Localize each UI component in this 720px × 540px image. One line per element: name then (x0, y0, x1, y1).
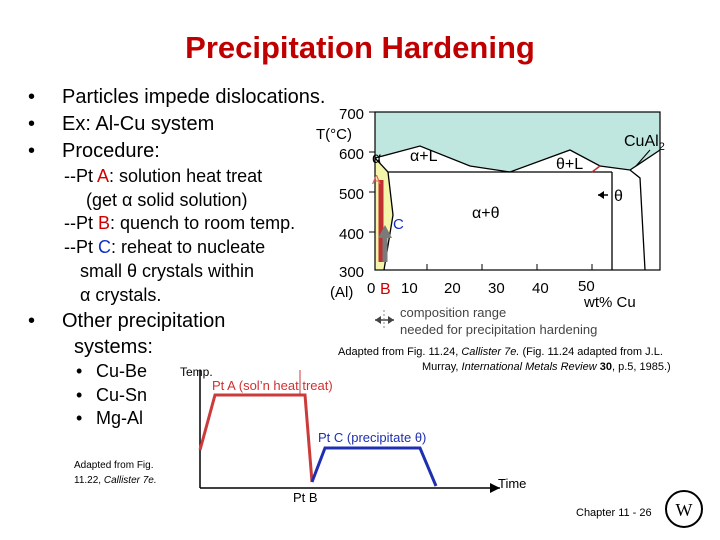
x-tick-label-0: 0 (367, 280, 376, 297)
heat-plot-pt-c-label: Pt C (precipitate θ) (318, 430, 427, 445)
composition-range-label-2: needed for precipitation hardening (400, 322, 598, 337)
range-arrowhead-right (388, 316, 394, 324)
x-tick-label-10: 10 (401, 280, 418, 297)
bullet-dot: • (28, 86, 36, 108)
region-alpha-liquid-label: α+L (410, 148, 438, 165)
step-a: --Pt A: solution heat treat (64, 166, 263, 186)
slide-footer: Chapter 11 - 26 (576, 507, 652, 519)
heat-plot-y-label: Temp. (180, 365, 213, 379)
bullet-procedure: Procedure: (62, 140, 160, 162)
x-axis-title: wt% Cu (584, 294, 636, 311)
figure-credit-left: Adapted from Fig. (74, 460, 154, 471)
x-origin-label: (Al) (330, 284, 354, 301)
y-tick-label-300: 300 (339, 264, 365, 281)
heat-plot-solution-curve (198, 393, 314, 483)
bullet-other-systems: Other precipitation (62, 310, 226, 332)
bullet-other-systems-2: systems: (74, 336, 153, 358)
region-theta-label: θ (614, 188, 623, 205)
figure-credit-left-2: 11.22, Callister 7e. (74, 475, 157, 486)
system-list-dot: • (76, 361, 83, 381)
heat-plot-x-label: Time (498, 476, 527, 491)
x-tick-label-20: 20 (444, 280, 461, 297)
heat-plot-pt-b-label: Pt B (293, 490, 318, 505)
step-a-point: A (97, 166, 110, 186)
x-tick-label-40: 40 (532, 280, 549, 297)
cual2-pointer (635, 149, 651, 167)
bullet-particles: Particles impede dislocations. (62, 86, 326, 108)
x-tick-label-30: 30 (488, 280, 505, 297)
step-a-detail: (get α solid solution) (86, 190, 248, 210)
slide-title: Precipitation Hardening (185, 30, 535, 65)
liquidus-line (374, 145, 661, 173)
heat-plot-precipitate-curve (310, 446, 438, 487)
bullet-example: Ex: Al-Cu system (62, 113, 215, 135)
y-tick-label-600: 600 (339, 146, 365, 163)
composition-range-label: composition range (400, 305, 507, 320)
point-c-label: C (393, 216, 404, 233)
theta-pointer-left-head (598, 191, 604, 199)
y-tick-label-400: 400 (339, 226, 365, 243)
step-c: --Pt C: reheat to nucleate (64, 237, 266, 257)
figure-credit-right: Adapted from Fig. 11.24, Callister 7e. (… (338, 346, 663, 358)
x-tick-label-50: 50 (578, 278, 595, 295)
compound-label: CuAl2 (624, 133, 665, 154)
diagram-frame (374, 111, 661, 271)
university-seal-logo (665, 490, 703, 528)
y-tick-label-700: 700 (339, 106, 365, 123)
bullet-dot: • (28, 113, 36, 135)
step-c-detail-2: α crystals. (80, 285, 162, 305)
reheat-arrowhead (378, 225, 392, 238)
step-c-point: C (98, 237, 111, 257)
system-cu-be: Cu-Be (96, 361, 148, 381)
seal-monogram: W (676, 500, 693, 520)
heat-plot-pt-a-label: Pt A (sol’n heat treat) (212, 378, 333, 393)
y-axis-title: T(°C) (316, 126, 352, 143)
region-alpha-theta-label: α+θ (472, 205, 500, 222)
step-b: --Pt B: quench to room temp. (64, 213, 296, 233)
region-alpha-label: α (372, 150, 382, 167)
heat-plot-x-arrowhead (490, 483, 500, 493)
y-tick-label-500: 500 (339, 186, 365, 203)
figure-credit-right-2: Murray, International Metals Review 30, … (422, 361, 671, 373)
step-c-detail: small θ crystals within (80, 261, 255, 281)
point-b-label: B (380, 281, 391, 298)
region-theta-liquid-label: θ+L (556, 156, 584, 173)
step-b-point: B (98, 213, 111, 233)
system-mg-al: Mg-Al (96, 408, 144, 428)
theta-L-pointer (591, 165, 601, 173)
liquid-region (375, 112, 660, 172)
theta-boundary (629, 169, 646, 271)
point-a-label: A (372, 172, 381, 187)
system-cu-sn: Cu-Sn (96, 385, 148, 405)
system-list-dot: • (76, 408, 83, 428)
bullet-dot: • (28, 140, 36, 162)
solvus-line (374, 157, 394, 271)
range-arrowhead-left (375, 316, 381, 324)
system-list-dot: • (76, 385, 83, 405)
bullet-dot: • (28, 310, 36, 332)
